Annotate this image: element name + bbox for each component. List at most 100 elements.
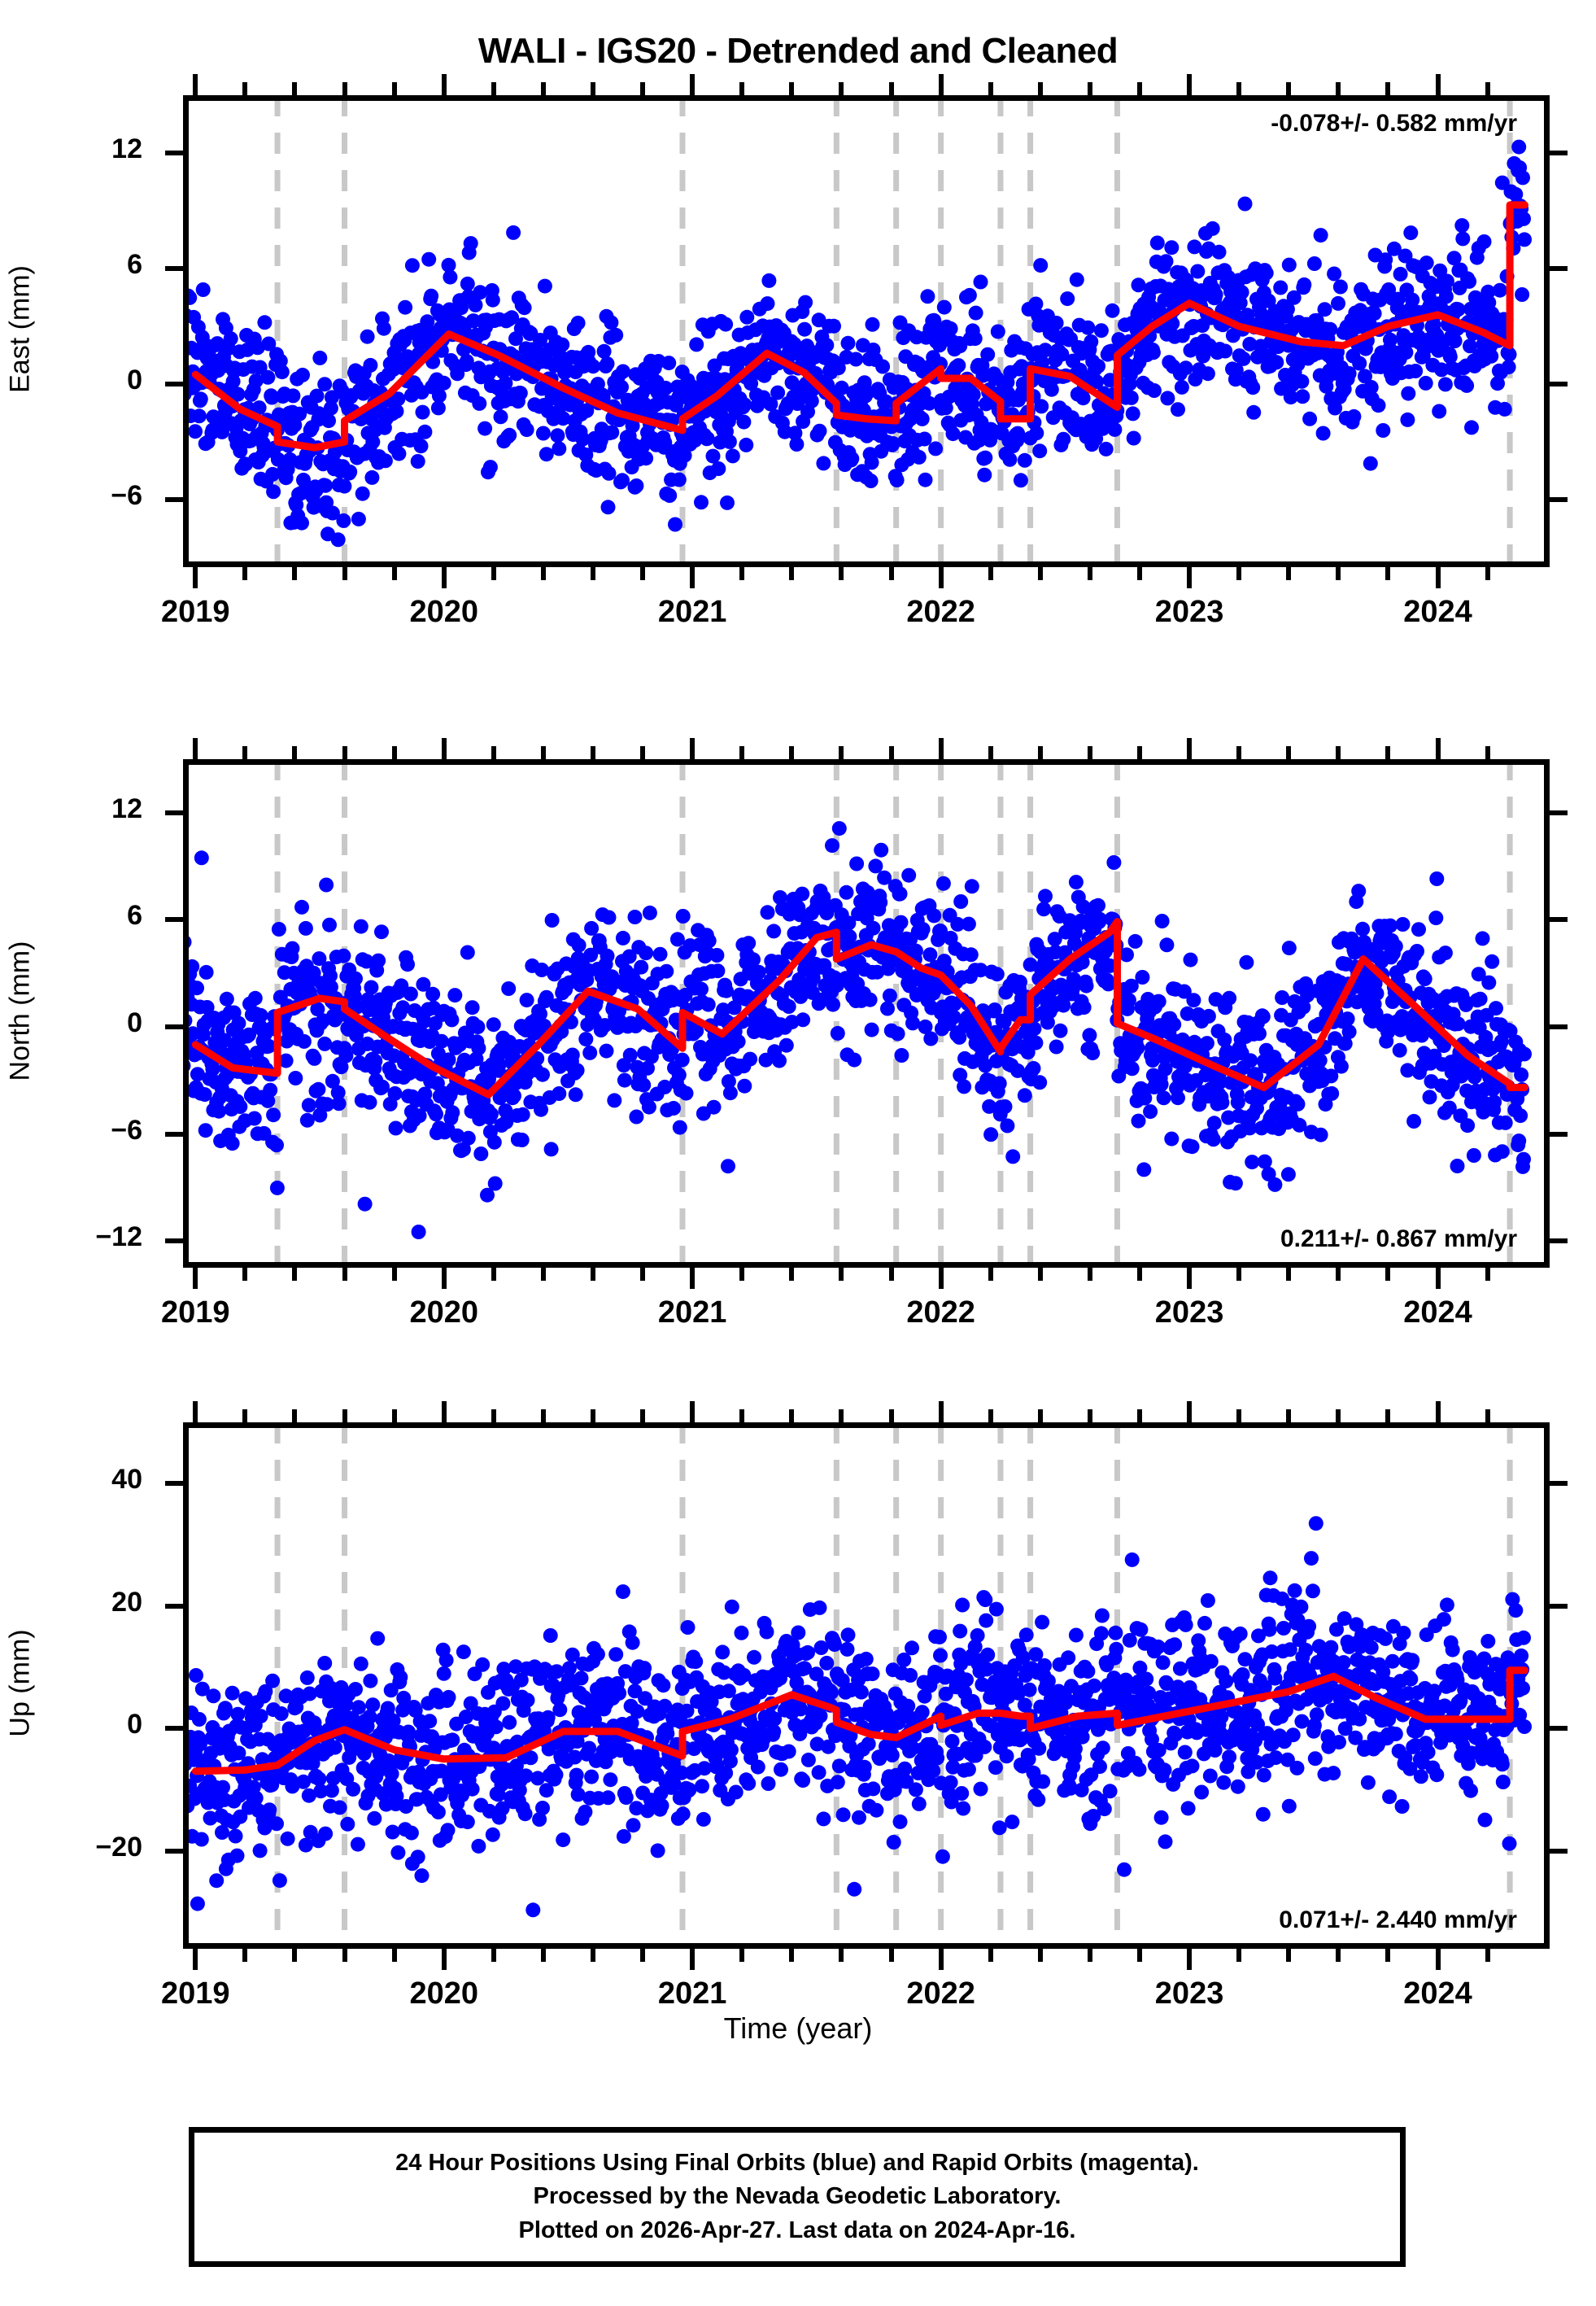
x-tick-north-2024 bbox=[1435, 1268, 1441, 1289]
y-axis-label-east: East (mm) bbox=[4, 265, 36, 393]
x-tick-top-north-2023.4 bbox=[1286, 746, 1292, 759]
x-tick-top-east-2019.2 bbox=[242, 82, 248, 95]
x-tick-east-2023.2 bbox=[1236, 567, 1242, 580]
y-tick-label-east-2: 0 bbox=[127, 365, 142, 396]
x-tick-top-east-2024 bbox=[1435, 74, 1441, 95]
x-tick-east-2020.6 bbox=[591, 567, 595, 580]
x-tick-top-east-2019.6 bbox=[342, 82, 347, 95]
x-tick-top-up-2021.6 bbox=[839, 1409, 844, 1422]
x-tick-label-east-1: 2020 bbox=[409, 595, 478, 629]
x-tick-north-2021.8 bbox=[888, 1268, 894, 1281]
x-tick-top-up-2019.2 bbox=[242, 1409, 248, 1422]
x-tick-north-2023.8 bbox=[1385, 1268, 1391, 1281]
x-tick-east-2024 bbox=[1435, 567, 1441, 588]
x-tick-top-up-2020 bbox=[441, 1401, 447, 1422]
x-tick-east-2021 bbox=[690, 567, 696, 588]
x-tick-up-2022.2 bbox=[988, 1949, 993, 1962]
rate-annotation-up: 0.071+/- 2.440 mm/yr bbox=[1279, 1906, 1517, 1933]
plot-area-east bbox=[183, 95, 1550, 567]
x-tick-top-east-2019.8 bbox=[391, 82, 397, 95]
x-tick-top-east-2023.2 bbox=[1236, 82, 1242, 95]
page-title: WALI - IGS20 - Detrended and Cleaned bbox=[477, 31, 1119, 71]
x-tick-top-up-2022.8 bbox=[1137, 1409, 1142, 1422]
y-tick-right-north-1 bbox=[1550, 917, 1568, 923]
x-tick-up-2019.2 bbox=[242, 1949, 248, 1962]
plot-area-up bbox=[183, 1422, 1550, 1949]
x-tick-north-2019.8 bbox=[391, 1268, 397, 1281]
y-tick-right-north-4 bbox=[1550, 1238, 1568, 1244]
axes-frame-up bbox=[183, 1422, 1550, 1949]
caption-line-2: Processed by the Nevada Geodetic Laborat… bbox=[533, 2183, 1062, 2210]
x-tick-top-up-2021.2 bbox=[739, 1409, 745, 1422]
x-tick-up-2019 bbox=[193, 1949, 198, 1970]
x-tick-east-2021.8 bbox=[888, 567, 894, 580]
y-tick-right-north-2 bbox=[1550, 1024, 1568, 1029]
x-tick-top-north-2019.6 bbox=[342, 746, 347, 759]
rate-annotation-north: 0.211+/- 0.867 mm/yr bbox=[1280, 1225, 1517, 1252]
x-tick-top-north-2021 bbox=[690, 738, 696, 759]
y-tick-label-north-3: −6 bbox=[111, 1114, 142, 1146]
x-tick-north-2022.6 bbox=[1087, 1268, 1092, 1281]
x-tick-top-north-2021.8 bbox=[888, 746, 894, 759]
y-tick-right-up-0 bbox=[1550, 1481, 1568, 1487]
x-tick-top-up-2023.4 bbox=[1286, 1409, 1292, 1422]
caption-line-1: 24 Hour Positions Using Final Orbits (bl… bbox=[395, 2150, 1199, 2177]
y-tick-label-east-3: −6 bbox=[111, 480, 142, 512]
panel-east bbox=[183, 95, 1550, 567]
x-tick-up-2022.4 bbox=[1037, 1949, 1043, 1962]
x-tick-north-2023.4 bbox=[1286, 1268, 1292, 1281]
y-tick-label-up-3: −20 bbox=[95, 1831, 142, 1863]
x-tick-top-up-2020.6 bbox=[591, 1409, 595, 1422]
x-tick-top-north-2022.8 bbox=[1137, 746, 1142, 759]
x-tick-north-2023.6 bbox=[1336, 1268, 1341, 1281]
x-tick-label-north-0: 2019 bbox=[160, 1295, 230, 1330]
x-tick-label-north-1: 2020 bbox=[409, 1295, 478, 1330]
x-tick-up-2020.6 bbox=[591, 1949, 595, 1962]
x-tick-north-2019.2 bbox=[242, 1268, 248, 1281]
x-tick-east-2023.8 bbox=[1385, 567, 1391, 580]
x-tick-east-2022.4 bbox=[1037, 567, 1043, 580]
y-tick-label-north-2: 0 bbox=[127, 1007, 142, 1038]
x-tick-top-up-2023.6 bbox=[1336, 1409, 1341, 1422]
x-tick-top-north-2023.2 bbox=[1236, 746, 1242, 759]
y-tick-right-east-1 bbox=[1550, 266, 1568, 272]
x-tick-top-north-2020.4 bbox=[540, 746, 546, 759]
x-tick-label-east-3: 2022 bbox=[906, 595, 975, 629]
y-tick-label-up-0: 40 bbox=[111, 1464, 142, 1496]
x-tick-top-east-2021.6 bbox=[839, 82, 844, 95]
y-tick-north-0 bbox=[165, 810, 183, 815]
x-tick-top-north-2024 bbox=[1435, 738, 1441, 759]
x-tick-up-2023.8 bbox=[1385, 1949, 1391, 1962]
x-tick-top-up-2019 bbox=[193, 1401, 198, 1422]
x-tick-label-up-5: 2024 bbox=[1403, 1976, 1472, 2011]
x-tick-north-2020.6 bbox=[591, 1268, 595, 1281]
x-tick-north-2020.2 bbox=[491, 1268, 496, 1281]
y-tick-north-1 bbox=[165, 917, 183, 923]
axes-frame-east bbox=[183, 95, 1550, 567]
x-tick-up-2021.4 bbox=[789, 1949, 795, 1962]
x-tick-top-east-2023.4 bbox=[1286, 82, 1292, 95]
x-tick-north-2021.2 bbox=[739, 1268, 745, 1281]
y-tick-east-2 bbox=[165, 382, 183, 387]
x-tick-top-up-2021.8 bbox=[888, 1409, 894, 1422]
panel-north bbox=[183, 759, 1550, 1268]
x-tick-top-east-2023.8 bbox=[1385, 82, 1391, 95]
axes-frame-north bbox=[183, 759, 1550, 1268]
x-tick-top-east-2021.4 bbox=[789, 82, 795, 95]
x-tick-top-up-2020.4 bbox=[540, 1409, 546, 1422]
x-tick-top-east-2020 bbox=[441, 74, 447, 95]
x-tick-up-2022.8 bbox=[1137, 1949, 1142, 1962]
x-tick-top-east-2021 bbox=[690, 74, 696, 95]
x-tick-east-2019.2 bbox=[242, 567, 248, 580]
x-tick-up-2022 bbox=[938, 1949, 944, 1970]
x-tick-top-north-2021.6 bbox=[839, 746, 844, 759]
x-tick-top-north-2022 bbox=[938, 738, 944, 759]
x-tick-top-east-2022.8 bbox=[1137, 82, 1142, 95]
x-tick-east-2020.8 bbox=[640, 567, 646, 580]
y-tick-right-east-2 bbox=[1550, 382, 1568, 387]
x-tick-up-2023.4 bbox=[1286, 1949, 1292, 1962]
x-tick-up-2024 bbox=[1435, 1949, 1441, 1970]
x-tick-up-2020 bbox=[441, 1949, 447, 1970]
y-tick-up-2 bbox=[165, 1726, 183, 1732]
y-axis-label-north: North (mm) bbox=[4, 941, 36, 1081]
